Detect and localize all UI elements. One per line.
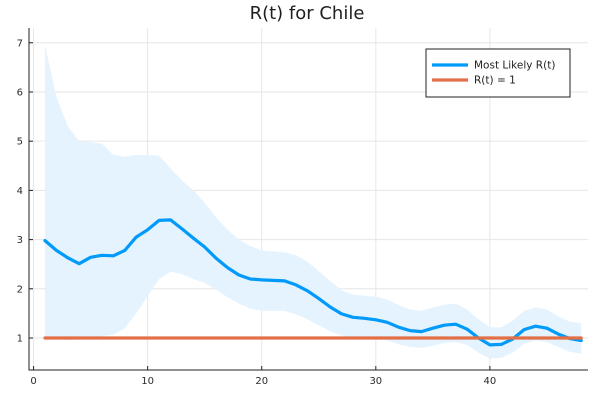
x-tick-label: 40	[484, 376, 497, 387]
y-tick-label: 5	[17, 137, 23, 148]
legend: Most Likely R(t) R(t) = 1	[425, 48, 571, 98]
legend-label: Most Likely R(t)	[474, 60, 555, 72]
legend-label: R(t) = 1	[474, 75, 516, 87]
x-tick-label: 10	[141, 376, 154, 387]
x-tick-label: 0	[30, 376, 36, 387]
x-tick-label: 30	[369, 376, 382, 387]
series-layer	[43, 218, 583, 347]
y-tick-label: 3	[17, 235, 23, 246]
axes: 0 10 20 30 40 1 2 3 4 5 6 7	[17, 28, 588, 387]
legend-box	[425, 48, 571, 98]
y-tick-label: 6	[17, 87, 23, 98]
y-tick-label: 7	[17, 38, 23, 49]
y-tick-label: 4	[17, 186, 23, 197]
x-tick-label: 20	[255, 376, 268, 387]
most-likely-rt-line	[43, 218, 583, 347]
chart-title: R(t) for Chile	[250, 3, 365, 24]
y-tick-label: 2	[17, 284, 23, 295]
y-tick-label: 1	[17, 334, 23, 345]
